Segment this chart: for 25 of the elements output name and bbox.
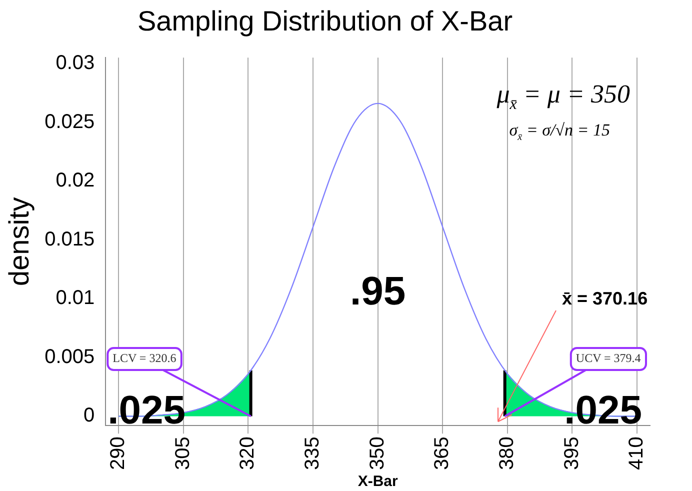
y-axis-title: density: [4, 197, 35, 286]
x-tick-label: 380: [496, 436, 518, 470]
annotation: x̄ = 370.16: [562, 288, 648, 309]
x-tick-label: 350: [366, 436, 388, 470]
annotation: .025: [564, 388, 642, 433]
y-tick-label: 0.01: [56, 287, 95, 310]
y-tick-label: 0.02: [56, 170, 95, 192]
annotation: LCV = 320.6: [112, 351, 176, 366]
x-tick-label: 395: [560, 436, 583, 470]
annotation: .95: [350, 270, 406, 314]
x-tick-label: 410: [626, 436, 648, 470]
x-tick-label: 320: [236, 436, 259, 470]
y-tick-label: 0.03: [56, 52, 95, 74]
annotation: .025: [108, 388, 186, 433]
y-tick-label: 0: [84, 404, 95, 427]
chart-title: Sampling Distribution of X-Bar: [137, 6, 513, 37]
x-tick-label: 335: [302, 436, 324, 470]
y-tick-label: 0.015: [44, 228, 95, 250]
y-tick-label: 0.005: [44, 346, 95, 368]
y-tick-label: 0.025: [44, 110, 95, 133]
x-tick-label: 305: [172, 436, 194, 470]
x-axis-title: X-Bar: [358, 473, 398, 490]
x-tick-label: 365: [431, 436, 454, 470]
annotation: UCV = 379.4: [576, 351, 641, 366]
x-tick-label: 290: [107, 436, 130, 470]
